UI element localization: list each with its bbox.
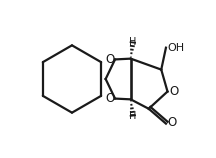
Text: O: O <box>105 53 114 66</box>
Text: O: O <box>105 92 114 105</box>
Text: OH: OH <box>168 43 185 53</box>
Text: O: O <box>168 116 177 129</box>
Text: O: O <box>169 85 178 98</box>
Text: H: H <box>129 111 137 121</box>
Text: H: H <box>129 37 137 47</box>
